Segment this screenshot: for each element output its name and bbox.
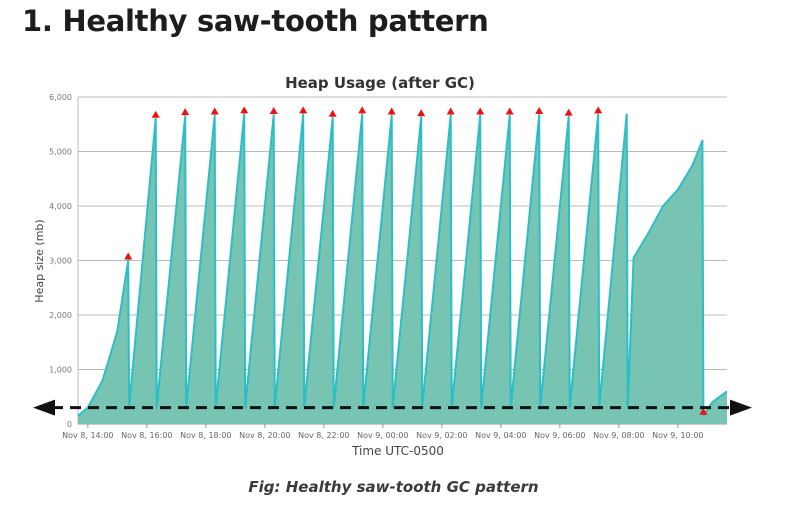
y-tick-label: 1,000 <box>49 366 72 375</box>
y-tick-label: 6,000 <box>49 93 72 102</box>
gc-marker <box>269 107 278 114</box>
page-heading: 1. Healthy saw-tooth pattern <box>22 4 489 38</box>
x-tick-label: Nov 8, 20:00 <box>239 431 290 440</box>
gc-marker <box>476 107 485 115</box>
gc-marker <box>699 407 708 415</box>
x-tick-label: Nov 9, 04:00 <box>475 431 526 440</box>
arrow-left-head <box>33 399 55 416</box>
x-tick-label: Nov 8, 14:00 <box>62 431 113 440</box>
gc-marker <box>417 109 426 117</box>
x-axis-label: Time UTC-0500 <box>351 444 444 458</box>
gc-markers <box>124 106 708 415</box>
gc-marker <box>299 106 308 114</box>
x-tick-label: Nov 9, 08:00 <box>593 431 644 440</box>
gc-marker <box>594 106 603 114</box>
y-axis-label: Heap size (mb) <box>33 219 46 302</box>
y-tick-label: 4,000 <box>49 202 72 211</box>
gc-marker <box>505 107 514 115</box>
gc-marker <box>446 107 455 115</box>
y-tick-label: 0 <box>67 420 72 429</box>
x-tick-label: Nov 8, 22:00 <box>298 431 349 440</box>
gc-marker <box>124 252 133 260</box>
y-tick-label: 2,000 <box>49 311 72 320</box>
heap-usage-line <box>77 113 728 417</box>
y-tick-label: 3,000 <box>49 257 72 266</box>
x-tick-label: Nov 9, 02:00 <box>416 431 467 440</box>
heap-area <box>77 113 728 425</box>
gc-marker <box>210 107 219 115</box>
gc-marker <box>328 109 337 117</box>
gc-marker <box>387 107 396 115</box>
gc-marker <box>564 108 573 116</box>
gc-marker <box>535 107 544 114</box>
baseline-arrow <box>33 399 752 416</box>
x-axis-ticks: Nov 8, 14:00 Nov 8, 16:00 Nov 8, 18:00 Nov … <box>62 424 704 440</box>
arrow-right-head <box>730 399 752 416</box>
gc-marker <box>181 108 190 116</box>
x-tick-label: Nov 9, 06:00 <box>534 431 585 440</box>
gc-marker <box>358 106 367 114</box>
x-tick-label: Nov 8, 18:00 <box>180 431 231 440</box>
x-tick-label: Nov 9, 10:00 <box>652 431 703 440</box>
y-tick-label: 5,000 <box>49 148 72 157</box>
chart-title: Heap Usage (after GC) <box>285 74 475 92</box>
x-tick-label: Nov 9, 00:00 <box>357 431 408 440</box>
gc-marker <box>151 110 160 118</box>
x-tick-label: Nov 8, 16:00 <box>121 431 172 440</box>
heap-area-fill <box>78 114 727 425</box>
y-axis-ticks: 0 1,000 2,000 3,000 4,000 5,000 6,000 <box>49 93 72 429</box>
gc-marker <box>240 106 249 114</box>
heap-usage-chart: Heap Usage (after GC) 0 1,000 2,000 3,000 4,… <box>33 74 752 458</box>
figure-caption: Fig: Healthy saw-tooth GC pattern <box>248 478 539 496</box>
